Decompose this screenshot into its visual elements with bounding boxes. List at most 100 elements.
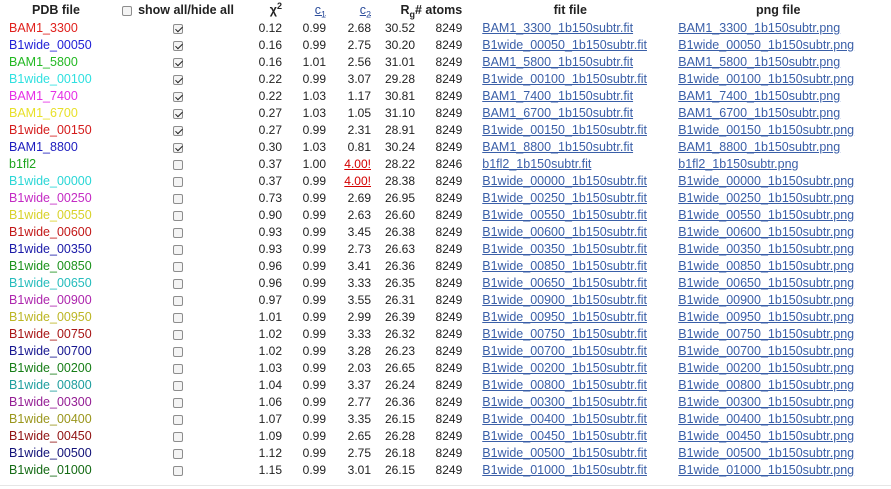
png-file-link[interactable]: BAM1_7400_1b150subtr.png — [678, 89, 841, 103]
c2-value: 2.68 — [326, 20, 371, 37]
png-file-link[interactable]: B1wide_00750_1b150subtr.png — [678, 327, 855, 341]
png-file-link[interactable]: B1wide_00100_1b150subtr.png — [678, 72, 855, 86]
header-pdb-file[interactable]: PDB file — [32, 3, 80, 17]
visibility-checkbox[interactable] — [173, 397, 183, 408]
header-chi2[interactable]: χ2 — [244, 0, 282, 20]
png-file-link[interactable]: b1fl2_1b150subtr.png — [678, 157, 799, 171]
fit-file-link[interactable]: BAM1_5800_1b150subtr.fit — [482, 55, 634, 69]
png-file-link[interactable]: B1wide_00300_1b150subtr.png — [678, 395, 855, 409]
png-file-link[interactable]: B1wide_01000_1b150subtr.png — [678, 463, 855, 477]
png-file-link[interactable]: BAM1_5800_1b150subtr.png — [678, 55, 841, 69]
fit-file-link[interactable]: B1wide_00050_1b150subtr.fit — [482, 38, 647, 52]
fit-file-link[interactable]: B1wide_00200_1b150subtr.fit — [482, 361, 647, 375]
visibility-checkbox[interactable] — [173, 448, 183, 459]
visibility-checkbox[interactable] — [173, 210, 183, 221]
png-file-link[interactable]: B1wide_00850_1b150subtr.png — [678, 259, 855, 273]
png-file-link[interactable]: B1wide_00450_1b150subtr.png — [678, 429, 855, 443]
visibility-checkbox[interactable] — [173, 363, 183, 374]
visibility-checkbox[interactable] — [173, 431, 183, 442]
visibility-checkbox[interactable] — [173, 227, 183, 238]
png-file-link[interactable]: B1wide_00200_1b150subtr.png — [678, 361, 855, 375]
fit-file-link[interactable]: B1wide_00700_1b150subtr.fit — [482, 344, 647, 358]
visibility-checkbox[interactable] — [173, 176, 183, 187]
visibility-checkbox[interactable] — [173, 346, 183, 357]
visibility-checkbox[interactable] — [173, 108, 183, 119]
fit-file-cell: BAM1_8800_1b150subtr.fit — [462, 139, 678, 156]
fit-file-link[interactable]: B1wide_00300_1b150subtr.fit — [482, 395, 647, 409]
visibility-checkbox[interactable] — [173, 261, 183, 272]
png-file-link[interactable]: B1wide_00250_1b150subtr.png — [678, 191, 855, 205]
fit-file-link[interactable]: B1wide_00100_1b150subtr.fit — [482, 72, 647, 86]
header-c1[interactable]: c1 — [282, 0, 326, 20]
png-file-link[interactable]: B1wide_00150_1b150subtr.png — [678, 123, 855, 137]
png-file-link[interactable]: B1wide_00500_1b150subtr.png — [678, 446, 855, 460]
visibility-checkbox[interactable] — [173, 159, 183, 170]
header-fit-file[interactable]: fit file — [553, 3, 587, 17]
c2-link[interactable]: c2 — [360, 3, 371, 19]
visibility-checkbox[interactable] — [173, 414, 183, 425]
fit-file-link[interactable]: B1wide_00400_1b150subtr.fit — [482, 412, 647, 426]
header-atoms[interactable]: # atoms — [415, 3, 463, 17]
visibility-checkbox[interactable] — [173, 40, 183, 51]
png-file-link[interactable]: B1wide_00800_1b150subtr.png — [678, 378, 855, 392]
png-file-link[interactable]: B1wide_00700_1b150subtr.png — [678, 344, 855, 358]
png-file-link[interactable]: BAM1_8800_1b150subtr.png — [678, 140, 841, 154]
visibility-checkbox[interactable] — [173, 125, 183, 136]
visibility-checkbox[interactable] — [173, 278, 183, 289]
fit-file-link[interactable]: B1wide_00000_1b150subtr.fit — [482, 174, 647, 188]
png-file-link[interactable]: B1wide_00000_1b150subtr.png — [678, 174, 855, 188]
fit-file-link[interactable]: B1wide_00950_1b150subtr.fit — [482, 310, 647, 324]
visibility-checkbox[interactable] — [173, 465, 183, 476]
visibility-checkbox[interactable] — [173, 312, 183, 323]
png-file-link[interactable]: B1wide_00650_1b150subtr.png — [678, 276, 855, 290]
visibility-checkbox[interactable] — [173, 142, 183, 153]
fit-file-link[interactable]: B1wide_00550_1b150subtr.fit — [482, 208, 647, 222]
fit-file-link[interactable]: B1wide_00450_1b150subtr.fit — [482, 429, 647, 443]
visibility-checkbox[interactable] — [173, 91, 183, 102]
show-all-checkbox[interactable] — [122, 5, 133, 16]
png-file-link[interactable]: B1wide_00600_1b150subtr.png — [678, 225, 855, 239]
visibility-checkbox[interactable] — [173, 193, 183, 204]
fit-file-link[interactable]: B1wide_00350_1b150subtr.fit — [482, 242, 647, 256]
png-file-link[interactable]: BAM1_6700_1b150subtr.png — [678, 106, 841, 120]
visibility-checkbox[interactable] — [173, 329, 183, 340]
png-file-link[interactable]: B1wide_00950_1b150subtr.png — [678, 310, 855, 324]
fit-file-link[interactable]: B1wide_00500_1b150subtr.fit — [482, 446, 647, 460]
fit-file-link[interactable]: B1wide_00600_1b150subtr.fit — [482, 225, 647, 239]
fit-file-link[interactable]: B1wide_00250_1b150subtr.fit — [482, 191, 647, 205]
visibility-checkbox[interactable] — [173, 295, 183, 306]
visibility-checkbox[interactable] — [173, 23, 183, 34]
fit-file-link[interactable]: BAM1_7400_1b150subtr.fit — [482, 89, 634, 103]
fit-file-cell: B1wide_00000_1b150subtr.fit — [462, 173, 678, 190]
c1-link[interactable]: c1 — [315, 3, 326, 19]
fit-file-link[interactable]: BAM1_6700_1b150subtr.fit — [482, 106, 634, 120]
header-c2[interactable]: c2 — [326, 0, 371, 20]
png-file-link[interactable]: B1wide_00900_1b150subtr.png — [678, 293, 855, 307]
fit-file-link[interactable]: B1wide_00150_1b150subtr.fit — [482, 123, 647, 137]
png-file-link[interactable]: B1wide_00550_1b150subtr.png — [678, 208, 855, 222]
header-png-file[interactable]: png file — [756, 3, 801, 17]
table-row: B1wide_00500 1.12 0.99 2.75 26.18 8249 B1wide_… — [0, 445, 878, 462]
visibility-checkbox[interactable] — [173, 57, 183, 68]
show-all-label[interactable]: show all/hide all — [138, 3, 234, 17]
fit-file-link[interactable]: BAM1_8800_1b150subtr.fit — [482, 140, 634, 154]
fit-file-link[interactable]: B1wide_00900_1b150subtr.fit — [482, 293, 647, 307]
png-file-link[interactable]: BAM1_3300_1b150subtr.png — [678, 21, 841, 35]
fit-file-link[interactable]: B1wide_00800_1b150subtr.fit — [482, 378, 647, 392]
fit-file-link[interactable]: B1wide_00750_1b150subtr.fit — [482, 327, 647, 341]
fit-file-link[interactable]: B1wide_01000_1b150subtr.fit — [482, 463, 647, 477]
fit-file-link[interactable]: B1wide_00850_1b150subtr.fit — [482, 259, 647, 273]
png-file-link[interactable]: B1wide_00050_1b150subtr.png — [678, 38, 855, 52]
png-file-link[interactable]: B1wide_00350_1b150subtr.png — [678, 242, 855, 256]
header-rg[interactable]: Rg — [371, 0, 415, 20]
visibility-checkbox[interactable] — [173, 74, 183, 85]
visibility-checkbox[interactable] — [173, 244, 183, 255]
fit-file-link[interactable]: BAM1_3300_1b150subtr.fit — [482, 21, 634, 35]
fit-file-link[interactable]: b1fl2_1b150subtr.fit — [482, 157, 592, 171]
header-show-all[interactable]: show all/hide all — [112, 0, 244, 20]
c1-value: 0.99 — [302, 21, 326, 35]
png-file-link[interactable]: B1wide_00400_1b150subtr.png — [678, 412, 855, 426]
fit-file-link[interactable]: B1wide_00650_1b150subtr.fit — [482, 276, 647, 290]
visibility-checkbox[interactable] — [173, 380, 183, 391]
